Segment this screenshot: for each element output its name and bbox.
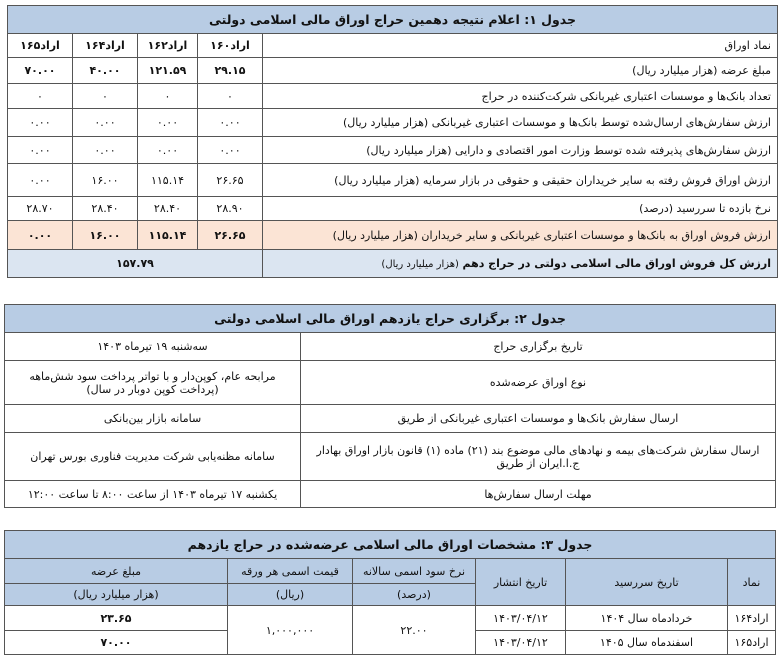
cell-value: ۰.۰۰ (197, 108, 263, 137)
cell-value: ۰.۰۰ (137, 136, 198, 164)
table-row: نرخ بازده تا سررسید (درصد) ۲۸.۹۰ ۲۸.۴۰ ۲… (7, 196, 778, 221)
cell-value: ۰.۰۰ (137, 108, 198, 137)
cell-value: ۰ (197, 83, 263, 109)
symbol-header: اراد۱۶۲ (137, 33, 198, 58)
cell-value: ۰.۰۰ (7, 163, 73, 197)
table-row: ارزش سفارش‌های ارسال‌شده توسط بانک‌ها و … (7, 108, 778, 137)
header-maturity: تاریخ سررسید (565, 558, 728, 606)
cell-value: ۲۶.۶۵ (197, 220, 263, 250)
cell-value: ۱۱۵.۱۴ (137, 163, 198, 197)
cell-value: ۷۰.۰۰ (7, 57, 73, 84)
row-label: ارزش سفارش‌های پذیرفته شده توسط وزارت ام… (262, 136, 778, 164)
row-label: ارزش سفارش‌های ارسال‌شده توسط بانک‌ها و … (262, 108, 778, 137)
row-value: مرابحه عام، کوپن‌دار و با تواتر پرداخت س… (4, 360, 301, 405)
row-label: مبلغ عرضه (هزار میلیارد ریال) (262, 57, 778, 84)
cell-value: ۰.۰۰ (7, 108, 73, 137)
total-label-unit: (هزار میلیارد ریال) (381, 259, 459, 270)
table-row: مبلغ عرضه (هزار میلیارد ریال) ۲۹.۱۵ ۱۲۱.… (7, 57, 778, 84)
cell-amount: ۲۳.۶۵ (4, 605, 228, 631)
table-row: تاریخ برگزاری حراج سه‌شنبه ۱۹ تیرماه ۱۴۰… (4, 332, 776, 361)
highlight-row: ارزش فروش اوراق به بانک‌ها و موسسات اعتب… (7, 220, 778, 250)
row-value: یکشنبه ۱۷ تیرماه ۱۴۰۳ از ساعت ۸:۰۰ تا سا… (4, 480, 301, 508)
header-row: نماد تاریخ سررسید تاریخ انتشار نرخ سود ا… (4, 558, 776, 606)
table-row: ارسال سفارش شرکت‌های بیمه و نهادهای مالی… (4, 432, 776, 481)
cell-value: ۲۹.۱۵ (197, 57, 263, 84)
symbol-header: اراد۱۶۰ (197, 33, 263, 58)
cell-issue: ۱۴۰۳/۰۴/۱۲ (475, 630, 566, 655)
table-row: مهلت ارسال سفارش‌ها یکشنبه ۱۷ تیرماه ۱۴۰… (4, 480, 776, 508)
table-1: جدول ۱: اعلام نتیجه دهمین حراج اوراق مال… (7, 5, 778, 278)
table-2-title: جدول ۲: برگزاری حراج یازدهم اوراق مالی ا… (4, 304, 776, 333)
cell-value: ۴۰.۰۰ (72, 57, 138, 84)
table-row: نوع اوراق عرضه‌شده مرابحه عام، کوپن‌دار … (4, 360, 776, 405)
header-price: قیمت اسمی هر ورقه (227, 558, 353, 584)
header-rate: نرخ سود اسمی سالانه (352, 558, 476, 584)
cell-value: ۱۱۵.۱۴ (137, 220, 198, 250)
table-1-title: جدول ۱: اعلام نتیجه دهمین حراج اوراق مال… (7, 5, 778, 34)
table-row: ارسال سفارش بانک‌ها و موسسات اعتباری غیر… (4, 404, 776, 433)
row-label: نرخ بازده تا سررسید (درصد) (262, 196, 778, 221)
cell-symbol: اراد۱۶۴ (727, 605, 776, 631)
cell-value: ۰.۰۰ (197, 136, 263, 164)
header-symbol: نماد (727, 558, 776, 606)
header-label: نماد اوراق (262, 33, 778, 58)
table-header-row: نماد اوراق اراد۱۶۰ اراد۱۶۲ اراد۱۶۴ اراد۱… (7, 33, 778, 58)
cell-rate: ۲۲.۰۰ (352, 605, 476, 655)
row-label: ارزش اوراق فروش رفته به سایر خریداران حق… (262, 163, 778, 197)
cell-maturity: خردادماه سال ۱۴۰۴ (565, 605, 728, 631)
cell-value: ۲۸.۷۰ (7, 196, 73, 221)
header-amount-unit: (هزار میلیارد ریال) (4, 583, 228, 606)
row-value: سامانه بازار بین‌بانکی (4, 404, 301, 433)
symbol-header: اراد۱۶۴ (72, 33, 138, 58)
symbol-header: اراد۱۶۵ (7, 33, 73, 58)
cell-value: ۰ (7, 83, 73, 109)
total-label-bold: ارزش کل فروش اوراق مالی اسلامی دولتی در … (462, 257, 771, 270)
cell-price: ۱,۰۰۰,۰۰۰ (227, 605, 353, 655)
cell-value: ۰ (137, 83, 198, 109)
cell-value: ۰.۰۰ (7, 136, 73, 164)
row-label: تعداد بانک‌ها و موسسات اعتباری غیربانکی … (262, 83, 778, 109)
cell-value: ۱۲۱.۵۹ (137, 57, 198, 84)
row-label: ارسال سفارش شرکت‌های بیمه و نهادهای مالی… (300, 432, 776, 481)
row-label: ارسال سفارش بانک‌ها و موسسات اعتباری غیر… (300, 404, 776, 433)
row-label: ارزش فروش اوراق به بانک‌ها و موسسات اعتب… (262, 220, 778, 250)
cell-value: ۱۶.۰۰ (72, 220, 138, 250)
cell-maturity: اسفندماه سال ۱۴۰۵ (565, 630, 728, 655)
row-label: تاریخ برگزاری حراج (300, 332, 776, 361)
cell-value: ۰.۰۰ (72, 108, 138, 137)
row-label: مهلت ارسال سفارش‌ها (300, 480, 776, 508)
cell-value: ۰ (72, 83, 138, 109)
table-3-title: جدول ۳: مشخصات اوراق مالی اسلامی عرضه‌شد… (4, 530, 776, 559)
header-rate-unit: (درصد) (352, 583, 476, 606)
cell-amount: ۷۰.۰۰ (4, 630, 228, 655)
row-value: سامانه مظنه‌یابی شرکت مدیریت فناوری بورس… (4, 432, 301, 481)
cell-value: ۲۸.۴۰ (137, 196, 198, 221)
cell-value: ۱۶.۰۰ (72, 163, 138, 197)
cell-value: ۲۸.۴۰ (72, 196, 138, 221)
table-row: اراد۱۶۴ خردادماه سال ۱۴۰۴ ۱۴۰۳/۰۴/۱۲ ۲۲.… (4, 605, 776, 655)
header-price-unit: (ریال) (227, 583, 353, 606)
table-2: جدول ۲: برگزاری حراج یازدهم اوراق مالی ا… (4, 304, 776, 508)
table-row: ارزش اوراق فروش رفته به سایر خریداران حق… (7, 163, 778, 197)
total-value: ۱۵۷.۷۹ (7, 249, 263, 278)
header-issue: تاریخ انتشار (475, 558, 566, 606)
cell-value: ۰.۰۰ (72, 136, 138, 164)
total-label: ارزش کل فروش اوراق مالی اسلامی دولتی در … (262, 249, 778, 278)
header-units-row: (درصد) (ریال) (هزار میلیارد ریال) (4, 583, 776, 606)
table-row: تعداد بانک‌ها و موسسات اعتباری غیربانکی … (7, 83, 778, 109)
cell-value: ۲۶.۶۵ (197, 163, 263, 197)
total-row: ارزش کل فروش اوراق مالی اسلامی دولتی در … (7, 249, 778, 278)
cell-issue: ۱۴۰۳/۰۴/۱۲ (475, 605, 566, 631)
row-label: نوع اوراق عرضه‌شده (300, 360, 776, 405)
table-3: جدول ۳: مشخصات اوراق مالی اسلامی عرضه‌شد… (4, 530, 776, 655)
cell-symbol: اراد۱۶۵ (727, 630, 776, 655)
cell-value: ۰.۰۰ (7, 220, 73, 250)
row-value: سه‌شنبه ۱۹ تیرماه ۱۴۰۳ (4, 332, 301, 361)
table-row: اراد۱۶۵ اسفندماه سال ۱۴۰۵ ۱۴۰۳/۰۴/۱۲ ۷۰.… (4, 630, 776, 655)
table-row: ارزش سفارش‌های پذیرفته شده توسط وزارت ام… (7, 136, 778, 164)
header-amount: مبلغ عرضه (4, 558, 228, 584)
cell-value: ۲۸.۹۰ (197, 196, 263, 221)
